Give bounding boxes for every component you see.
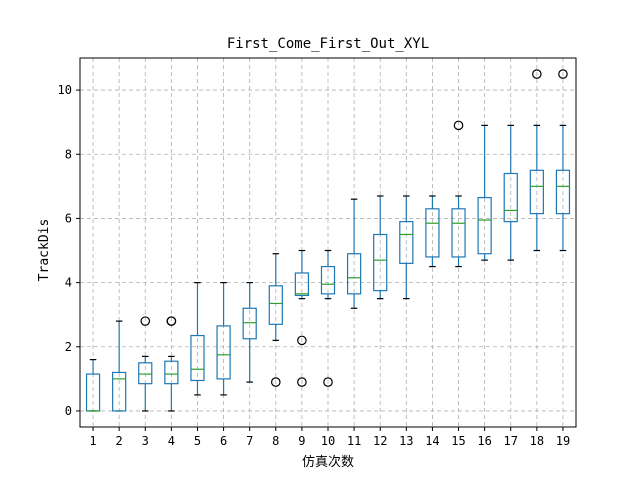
x-tick-label: 13 xyxy=(399,434,413,448)
outlier-point xyxy=(558,69,568,79)
box-layer xyxy=(85,69,571,412)
box-group xyxy=(477,124,492,261)
box-iqr xyxy=(112,371,127,412)
chart-title: First_Come_First_Out_XYL xyxy=(227,36,429,52)
box-iqr xyxy=(268,285,283,325)
box-iqr xyxy=(138,362,153,385)
box-iqr xyxy=(320,265,336,295)
box-group xyxy=(529,69,544,252)
x-tick-label: 17 xyxy=(504,434,518,448)
y-tick-label: 8 xyxy=(65,147,72,161)
x-tick-label: 8 xyxy=(272,434,279,448)
x-tick-label: 14 xyxy=(425,434,439,448)
x-tick-label: 9 xyxy=(298,434,305,448)
x-tick-label: 1 xyxy=(89,434,96,448)
y-axis-label: TrackDis xyxy=(37,219,52,282)
box-iqr xyxy=(399,221,414,264)
box-group xyxy=(268,253,283,387)
x-tick-label: 10 xyxy=(321,434,335,448)
box-group xyxy=(216,282,231,396)
outlier-point xyxy=(453,120,464,131)
outlier-point xyxy=(297,377,307,387)
box-group xyxy=(425,195,440,268)
box-iqr xyxy=(503,172,518,223)
box-iqr xyxy=(555,169,571,215)
outlier-point xyxy=(297,335,307,346)
box-group xyxy=(85,359,101,412)
box-group xyxy=(373,195,388,300)
box-group xyxy=(294,249,310,387)
x-tick-label: 4 xyxy=(168,434,175,448)
box-group xyxy=(451,120,466,268)
box-iqr xyxy=(216,325,231,380)
box-group xyxy=(164,316,179,412)
box-group xyxy=(320,249,336,387)
x-tick-label: 12 xyxy=(373,434,387,448)
box-iqr xyxy=(529,169,544,215)
box-iqr xyxy=(242,307,257,340)
x-tick-label: 7 xyxy=(246,434,253,448)
y-tick-label: 6 xyxy=(65,211,72,225)
x-tick-label: 18 xyxy=(530,434,544,448)
x-tick-label: 16 xyxy=(477,434,491,448)
y-tick-label: 0 xyxy=(65,404,72,418)
box-iqr xyxy=(477,196,492,255)
box-group xyxy=(555,69,571,252)
box-group xyxy=(138,316,153,412)
outlier-point xyxy=(532,69,542,79)
box-group xyxy=(112,320,127,412)
box-iqr xyxy=(373,233,388,292)
box-iqr xyxy=(451,208,466,258)
x-tick-label: 19 xyxy=(556,434,570,448)
box-group xyxy=(399,195,414,300)
box-group xyxy=(242,282,257,383)
box-group xyxy=(503,124,518,261)
x-tick-label: 2 xyxy=(116,434,123,448)
box-group xyxy=(190,282,205,396)
x-axis-label: 仿真次数 xyxy=(302,454,354,470)
y-tick-label: 10 xyxy=(58,83,72,97)
outlier-point xyxy=(140,316,151,326)
outlier-point xyxy=(323,377,333,387)
box-iqr xyxy=(164,360,179,385)
x-tick-label: 15 xyxy=(451,434,465,448)
box-iqr xyxy=(294,272,310,297)
x-tick-label: 11 xyxy=(347,434,361,448)
box-group xyxy=(346,198,362,309)
x-tick-label: 5 xyxy=(194,434,201,448)
y-tick-label: 2 xyxy=(65,340,72,354)
outlier-point xyxy=(270,377,281,387)
outlier-point xyxy=(166,316,177,326)
x-tick-label: 3 xyxy=(142,434,149,448)
y-tick-label: 4 xyxy=(65,276,72,290)
x-tick-label: 6 xyxy=(220,434,227,448)
box-iqr xyxy=(425,208,440,258)
box-iqr xyxy=(190,334,205,382)
box-iqr xyxy=(346,253,362,295)
